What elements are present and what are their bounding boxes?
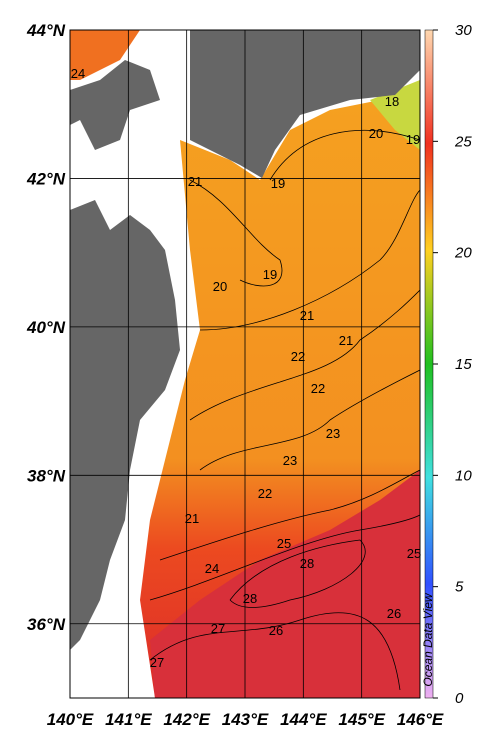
contour-label: 21 bbox=[188, 174, 202, 189]
lon-tick-label: 142°E bbox=[163, 710, 210, 729]
contour-label: 27 bbox=[150, 655, 164, 670]
contour-label: 24 bbox=[71, 66, 85, 81]
lat-tick-label: 42°N bbox=[26, 169, 66, 188]
contour-label: 19 bbox=[406, 132, 420, 147]
contour-label: 20 bbox=[213, 279, 227, 294]
contour-label: 25 bbox=[407, 546, 421, 561]
lon-tick-label: 145°E bbox=[338, 710, 385, 729]
contour-label: 25 bbox=[277, 536, 291, 551]
isolines bbox=[149, 130, 420, 691]
lon-tick-label: 140°E bbox=[47, 710, 94, 729]
contour-label: 19 bbox=[263, 267, 277, 282]
lon-tick-label: 146°E bbox=[397, 710, 444, 729]
lat-tick-label: 36°N bbox=[27, 615, 66, 634]
contour-label: 22 bbox=[311, 381, 325, 396]
northern-shelf bbox=[370, 80, 420, 150]
contour-label: 23 bbox=[283, 453, 297, 468]
contour-label: 27 bbox=[211, 621, 225, 636]
contour-label: 24 bbox=[205, 561, 219, 576]
contour-label: 21 bbox=[339, 333, 353, 348]
colorbar-tick-label: 5 bbox=[455, 579, 464, 596]
contour-label: 21 bbox=[300, 308, 314, 323]
contour-label: 26 bbox=[387, 606, 401, 621]
northwest-blob bbox=[70, 30, 140, 80]
colorbar-tick-label: 0 bbox=[455, 690, 464, 707]
lat-tick-label: 38°N bbox=[27, 466, 66, 485]
colorbar-tick-label: 15 bbox=[455, 356, 472, 373]
map-frame bbox=[69, 29, 421, 699]
contour-label: 19 bbox=[271, 176, 285, 191]
lon-tick-label: 141°E bbox=[105, 710, 152, 729]
lat-tick-label: 44°N bbox=[26, 21, 66, 40]
contour-label: 28 bbox=[300, 556, 314, 571]
contour-label: 22 bbox=[258, 486, 272, 501]
contour-label: 23 bbox=[326, 426, 340, 441]
credit: Ocean Data View bbox=[421, 592, 435, 686]
contour-label: 26 bbox=[269, 623, 283, 638]
land-honshu bbox=[70, 200, 180, 650]
colorbar-tick-label: 10 bbox=[455, 467, 472, 484]
contour-label: 18 bbox=[385, 94, 399, 109]
colorbar-tick-label: 30 bbox=[455, 22, 472, 39]
land-hokkaido bbox=[190, 30, 420, 178]
land-hokkaido-sw bbox=[70, 60, 160, 150]
contour-label: 22 bbox=[291, 349, 305, 364]
contour-label: 21 bbox=[185, 511, 199, 526]
contour-label: 28 bbox=[243, 591, 257, 606]
lon-tick-label: 144°E bbox=[280, 710, 327, 729]
map-area bbox=[70, 30, 420, 698]
colorbar-tick-label: 20 bbox=[454, 245, 472, 262]
lat-tick-label: 40°N bbox=[26, 318, 66, 337]
warm-core bbox=[150, 470, 420, 698]
contour-label: 20 bbox=[369, 126, 383, 141]
lon-tick-label: 143°E bbox=[222, 710, 269, 729]
colorbar-tick-label: 25 bbox=[454, 133, 472, 150]
